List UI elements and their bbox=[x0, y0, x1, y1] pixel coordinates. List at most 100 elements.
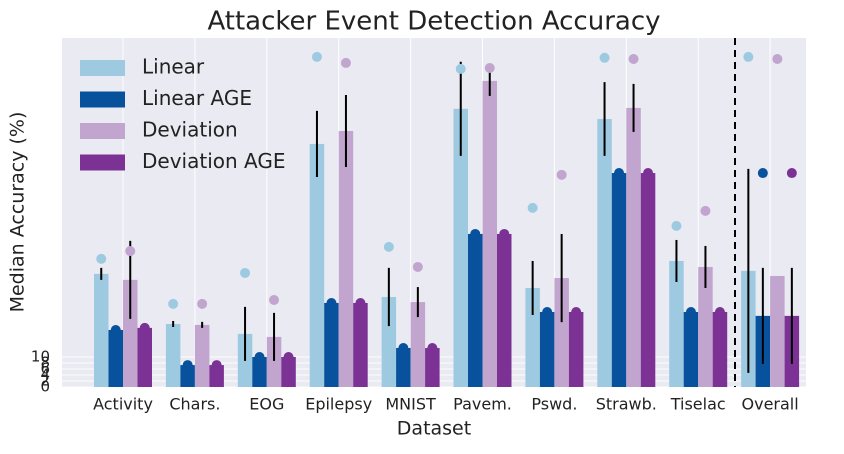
legend-label: Deviation AGE bbox=[142, 149, 286, 173]
max-dot bbox=[614, 168, 625, 179]
legend-swatch bbox=[80, 91, 125, 108]
max-dot bbox=[455, 63, 466, 74]
y-tick-label: 2 bbox=[40, 371, 50, 389]
bar bbox=[597, 119, 612, 387]
max-dot bbox=[96, 253, 107, 264]
max-dot bbox=[355, 297, 366, 308]
legend-swatch bbox=[80, 154, 125, 171]
x-tick-label: MNIST bbox=[385, 395, 436, 414]
bar bbox=[611, 173, 627, 387]
max-dot bbox=[269, 294, 280, 305]
x-tick-label: Epilepsy bbox=[305, 395, 372, 414]
bar bbox=[698, 266, 713, 387]
bar bbox=[453, 108, 468, 388]
legend-swatch bbox=[80, 60, 125, 76]
y-tick-label: 4 bbox=[40, 365, 50, 383]
bar bbox=[425, 347, 440, 387]
bar bbox=[468, 233, 483, 387]
max-dot bbox=[499, 228, 510, 239]
bar bbox=[626, 107, 641, 387]
legend-label: Linear bbox=[142, 55, 205, 79]
bar bbox=[396, 347, 411, 387]
max-dot bbox=[743, 51, 754, 62]
max-dot bbox=[599, 52, 610, 63]
max-dot bbox=[714, 306, 725, 317]
y-tick-label: 8 bbox=[40, 353, 50, 371]
bar bbox=[497, 233, 512, 387]
max-dot bbox=[254, 351, 265, 362]
x-axis-label: Dataset bbox=[397, 418, 471, 440]
y-tick-label: 6 bbox=[40, 359, 50, 377]
bar bbox=[137, 327, 152, 387]
max-dot bbox=[398, 342, 409, 353]
bar bbox=[281, 356, 296, 387]
bar bbox=[108, 329, 123, 387]
max-dot bbox=[311, 51, 322, 62]
bar bbox=[381, 296, 397, 387]
bar bbox=[482, 80, 497, 387]
max-dot bbox=[757, 168, 768, 179]
max-dot bbox=[470, 228, 481, 239]
max-dot bbox=[168, 298, 179, 309]
max-dot bbox=[240, 267, 251, 278]
bar bbox=[640, 173, 656, 387]
bar bbox=[94, 273, 109, 387]
bar bbox=[554, 278, 569, 387]
bar bbox=[770, 275, 785, 387]
bar bbox=[194, 324, 210, 387]
max-dot bbox=[671, 220, 682, 231]
y-tick-label: 10 bbox=[31, 347, 50, 365]
bar bbox=[410, 302, 426, 387]
bar bbox=[180, 365, 195, 387]
bar bbox=[309, 143, 325, 387]
bar bbox=[266, 336, 282, 387]
max-dot bbox=[527, 202, 538, 213]
max-dot bbox=[772, 54, 783, 65]
bar bbox=[683, 311, 699, 387]
max-dot bbox=[182, 360, 193, 371]
max-dot bbox=[139, 322, 150, 333]
max-dot bbox=[542, 306, 553, 317]
bar bbox=[123, 279, 138, 387]
max-dot bbox=[197, 298, 208, 309]
max-dot bbox=[340, 57, 351, 68]
legend-label: Deviation bbox=[142, 118, 238, 142]
bar bbox=[539, 311, 555, 387]
max-dot bbox=[700, 205, 711, 216]
x-tick-label: Pavem. bbox=[453, 395, 512, 414]
max-dot bbox=[556, 169, 567, 180]
max-dot bbox=[326, 297, 337, 308]
bar bbox=[209, 365, 224, 387]
x-tick-label: Tiselac bbox=[670, 395, 726, 414]
max-dot bbox=[685, 306, 696, 317]
max-dot bbox=[412, 261, 423, 272]
max-dot bbox=[110, 324, 121, 335]
bar bbox=[324, 302, 339, 387]
bar bbox=[252, 356, 267, 387]
y-tick-label: 0 bbox=[40, 378, 50, 396]
legend-swatch bbox=[80, 123, 125, 139]
x-tick-label: Activity bbox=[93, 395, 153, 414]
max-dot bbox=[786, 168, 797, 179]
max-dot bbox=[125, 246, 136, 257]
x-tick-label: Strawb. bbox=[596, 395, 657, 414]
legend-label: Linear AGE bbox=[142, 86, 252, 110]
max-dot bbox=[211, 360, 222, 371]
x-tick-label: Overall bbox=[742, 395, 799, 414]
bar bbox=[338, 131, 354, 387]
x-tick-label: Chars. bbox=[169, 395, 220, 414]
bar bbox=[712, 311, 728, 387]
bar bbox=[568, 311, 584, 387]
max-dot bbox=[383, 241, 394, 252]
bar bbox=[353, 302, 368, 387]
bar bbox=[165, 323, 181, 387]
y-axis-label: Median Accuracy (%) bbox=[7, 112, 29, 313]
bar bbox=[669, 260, 684, 387]
x-tick-label: Pswd. bbox=[531, 395, 577, 414]
max-dot bbox=[283, 351, 294, 362]
max-dot bbox=[427, 342, 438, 353]
max-dot bbox=[571, 306, 582, 317]
bar bbox=[525, 287, 540, 387]
x-tick-label: EOG bbox=[249, 395, 284, 414]
